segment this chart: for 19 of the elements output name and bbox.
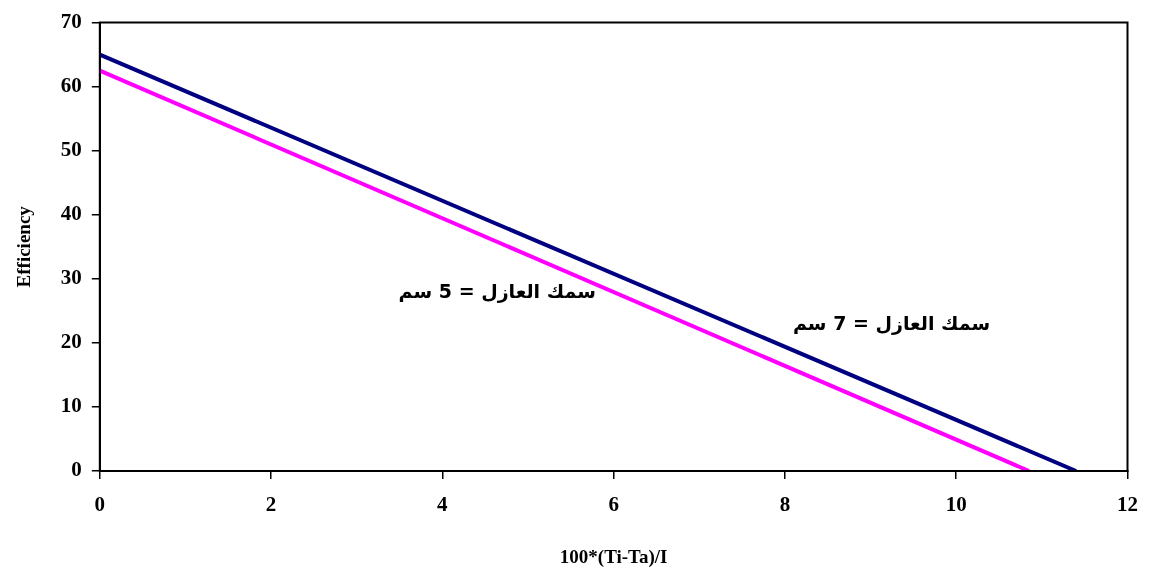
series-label: سمك العازل = 5 سم xyxy=(398,279,596,303)
x-tick-label: 0 xyxy=(94,492,106,517)
y-tick-label: 70 xyxy=(60,9,82,34)
y-tick-label: 30 xyxy=(60,265,82,290)
y-tick-label: 60 xyxy=(60,73,82,98)
x-tick-label: 6 xyxy=(608,492,619,517)
x-tick-label: 10 xyxy=(945,492,967,517)
y-tick-label: 0 xyxy=(71,457,82,482)
x-axis-title: 100*(Ti-Ta)/I xyxy=(559,545,668,568)
y-tick-label: 10 xyxy=(60,393,82,418)
y-tick-label: 50 xyxy=(60,137,82,162)
x-tick-label: 2 xyxy=(265,492,277,517)
series-label: سمك العازل = 7 سم xyxy=(792,312,991,336)
y-tick-label: 40 xyxy=(60,201,82,226)
y-tick-label: 20 xyxy=(60,329,82,354)
x-tick-label: 12 xyxy=(1117,492,1138,517)
x-tick-label: 4 xyxy=(437,492,449,517)
y-axis-title: Efficiency xyxy=(13,205,35,288)
x-tick-label: 8 xyxy=(779,492,791,517)
